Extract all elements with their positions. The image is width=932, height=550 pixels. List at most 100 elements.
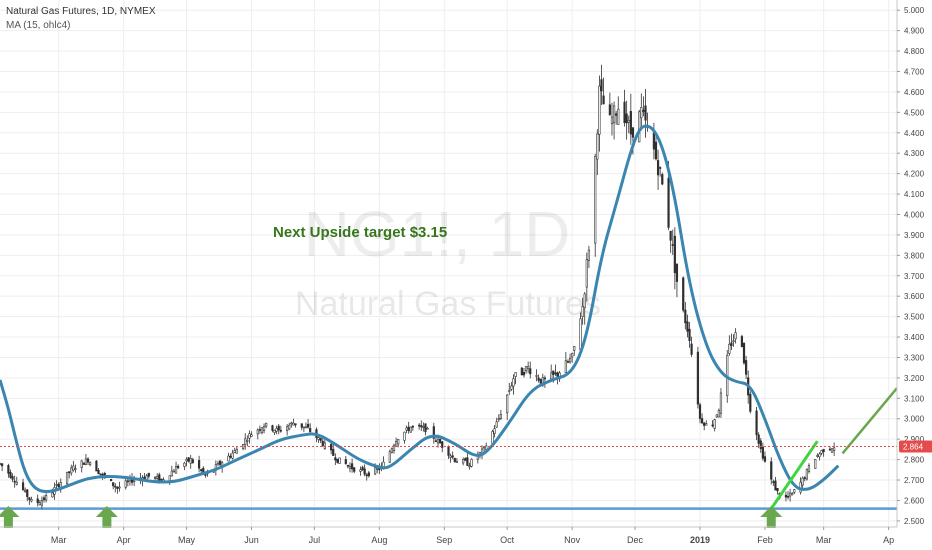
candle-body: [24, 489, 27, 492]
candle-body: [566, 361, 570, 363]
candle-body: [156, 476, 159, 479]
candle-body: [68, 471, 71, 474]
candle-body: [789, 492, 792, 497]
candle-body: [550, 372, 553, 380]
time-tick-label: Apr: [117, 535, 131, 545]
candle-body: [703, 422, 706, 426]
price-tick-label: 3.300: [904, 353, 925, 362]
candle-body: [732, 340, 735, 342]
candle-body: [667, 177, 670, 228]
candle-body: [527, 366, 530, 370]
candle-body: [638, 111, 641, 143]
candle-body: [330, 444, 333, 451]
candle-body: [537, 377, 540, 381]
candle-body: [734, 332, 737, 340]
candle-body: [491, 431, 494, 445]
time-tick-label: Ap: [883, 535, 894, 545]
price-tick-label: 4.800: [904, 47, 925, 56]
candle-body: [302, 426, 305, 429]
candle-body: [587, 249, 591, 261]
candle-body: [309, 428, 312, 432]
candle-body: [160, 478, 163, 481]
candle-body: [365, 474, 368, 477]
candle-body: [304, 426, 308, 429]
candle-body: [447, 446, 450, 456]
last-price-badge-bg: [899, 440, 932, 453]
candle-body: [755, 410, 758, 436]
price-axis[interactable]: 2.500 2.600 2.700 2.800 2.900 3.000 3.100 3.200…: [896, 0, 932, 550]
candle-body: [116, 486, 119, 489]
projection-line[interactable]: [841, 387, 898, 455]
time-tick-label: Dec: [627, 535, 644, 545]
time-tick-label: 2019: [690, 535, 710, 545]
candle-body: [510, 385, 513, 390]
symbol-title[interactable]: Natural Gas Futures, 1D, NYMEX: [6, 6, 156, 17]
candle-body: [422, 426, 425, 428]
candle-body: [776, 488, 779, 492]
candle-body: [89, 462, 92, 465]
candle-body: [114, 485, 117, 488]
candle-body: [344, 459, 347, 465]
candle-body: [300, 423, 303, 428]
time-axis[interactable]: Mar Apr May Jun Jul Aug Sep Oct Nov Dec 2019 Feb Mar…: [0, 526, 897, 545]
price-tick-label: 4.700: [904, 67, 925, 76]
candle-body: [640, 107, 643, 119]
candle-body: [696, 351, 699, 405]
candle-body: [0, 463, 4, 467]
candle-body: [740, 336, 744, 348]
price-tick-label: 4.400: [904, 129, 925, 138]
candle-body: [673, 235, 676, 274]
candle-body: [615, 113, 618, 116]
candle-body: [671, 244, 674, 246]
candle-body: [51, 492, 54, 498]
price-tick-label: 3.000: [904, 415, 925, 424]
candle-body: [256, 429, 259, 435]
candle-body: [235, 448, 238, 454]
candle-body: [682, 277, 685, 311]
price-tick-label: 4.500: [904, 108, 925, 117]
candle-body: [757, 434, 760, 444]
trend-up-line[interactable]: [770, 440, 819, 510]
price-tick-label: 3.700: [904, 272, 925, 281]
study-legend[interactable]: MA (15, ohlc4): [6, 20, 71, 31]
candle-body: [57, 483, 60, 488]
time-tick-label: Nov: [564, 535, 581, 545]
candle-body: [273, 429, 276, 433]
time-tick-label: May: [178, 535, 196, 545]
candle-body: [439, 439, 442, 444]
candle-body: [277, 425, 280, 431]
candle-body: [623, 101, 626, 124]
candle-body: [290, 422, 293, 425]
candle-body: [409, 426, 412, 433]
candle-body: [770, 461, 773, 480]
time-tick-label: Oct: [500, 535, 515, 545]
candle-body: [177, 465, 180, 469]
candle-body: [248, 433, 251, 439]
candle-body: [522, 372, 526, 376]
candle-body: [265, 422, 268, 427]
price-axis-bg: [897, 0, 932, 550]
candle-body: [388, 451, 391, 463]
candle-body: [124, 480, 127, 488]
candle-body: [260, 427, 264, 433]
price-tick-label: 2.800: [904, 456, 925, 465]
candle-body: [539, 378, 542, 384]
candle-body: [497, 418, 500, 421]
candle-body: [462, 459, 465, 464]
candle-body: [745, 360, 748, 375]
candle-body: [464, 458, 467, 461]
candle-body: [659, 167, 662, 169]
watermark-symbol: NG1!, 1D: [304, 198, 571, 270]
candle-body: [717, 410, 720, 418]
candle-body: [512, 378, 515, 387]
target-annotation[interactable]: Next Upside target $3.15: [273, 224, 447, 241]
candle-body: [514, 372, 517, 377]
candle-body: [42, 497, 46, 500]
candle-body: [568, 358, 572, 363]
time-tick-label: Mar: [816, 535, 832, 545]
candle-body: [552, 370, 555, 375]
candle-body: [612, 105, 616, 124]
candle-body: [231, 452, 234, 459]
price-tick-label: 4.300: [904, 149, 925, 158]
